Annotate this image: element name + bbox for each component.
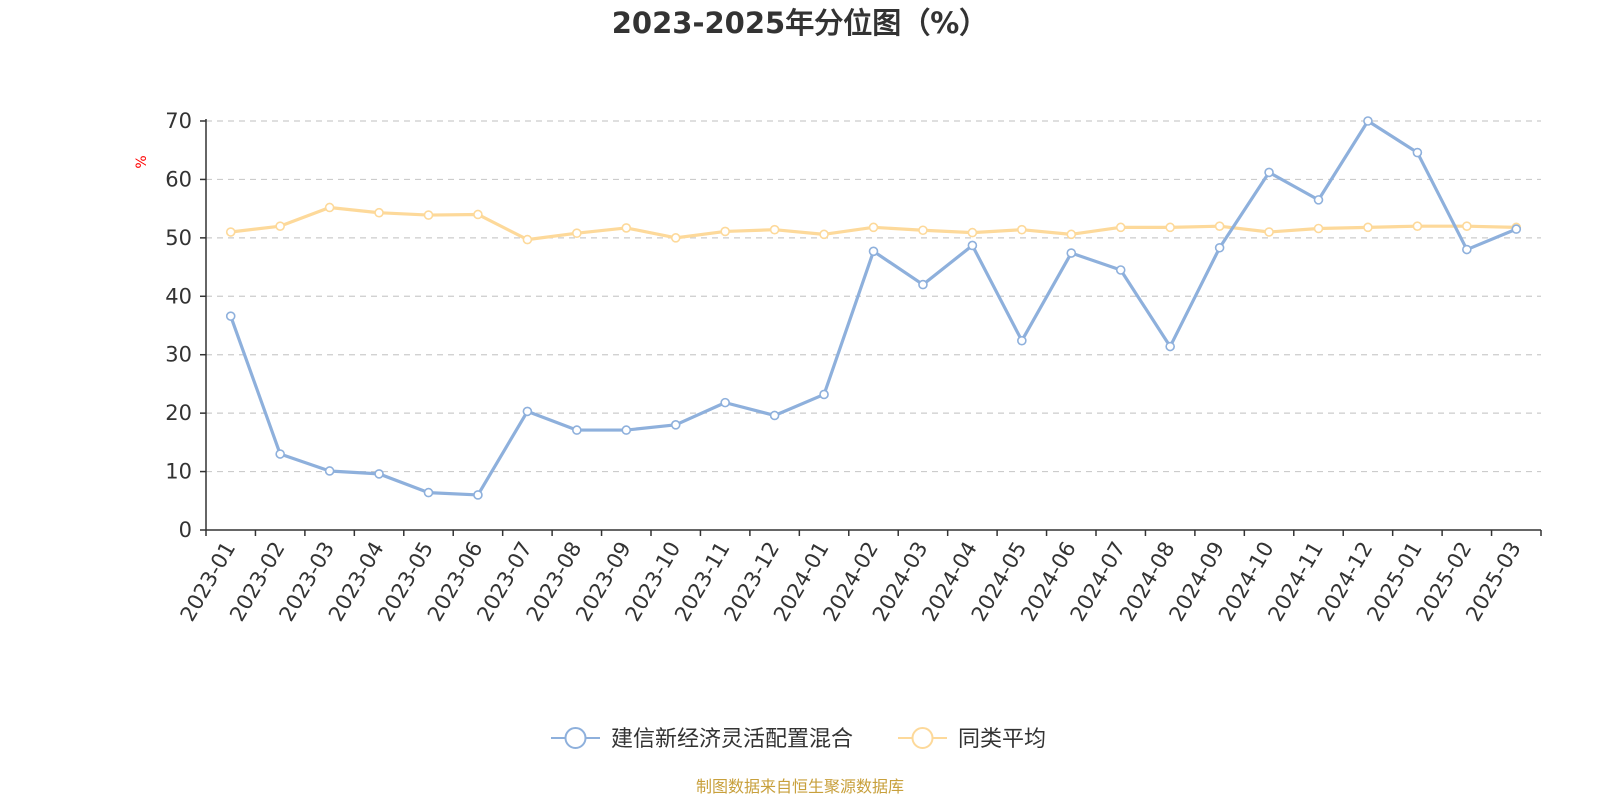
- data-point[interactable]: [1363, 116, 1373, 126]
- data-source-note: 制图数据来自恒生聚源数据库: [696, 777, 904, 796]
- series-line: [229, 119, 1518, 497]
- data-point[interactable]: [621, 425, 632, 435]
- data-point[interactable]: [918, 225, 928, 236]
- data-point[interactable]: [423, 487, 434, 498]
- data-point[interactable]: [670, 420, 681, 430]
- legend-item[interactable]: 同类平均: [898, 727, 1046, 752]
- axes: 0102030405060702023-012023-022023-032023…: [165, 109, 1542, 625]
- data-point[interactable]: [1511, 224, 1522, 234]
- data-point[interactable]: [1412, 147, 1423, 158]
- data-point[interactable]: [967, 227, 978, 238]
- data-point[interactable]: [225, 311, 236, 321]
- data-point[interactable]: [1115, 265, 1126, 275]
- data-point[interactable]: [918, 279, 928, 290]
- y-tick-label: 0: [179, 518, 192, 542]
- data-point[interactable]: [572, 228, 582, 238]
- data-point[interactable]: [1313, 195, 1324, 205]
- data-point[interactable]: [868, 246, 879, 257]
- data-point[interactable]: [868, 222, 879, 233]
- series-0: [225, 116, 1522, 500]
- data-point[interactable]: [1017, 224, 1027, 235]
- data-point[interactable]: [1313, 223, 1324, 234]
- legend-circle-marker: [911, 727, 934, 749]
- y-axis-unit-label: %: [134, 155, 150, 168]
- data-point[interactable]: [1412, 221, 1423, 231]
- data-point[interactable]: [1363, 222, 1373, 233]
- data-point[interactable]: [1214, 221, 1225, 231]
- legend-item[interactable]: 建信新经济灵活配置混合: [551, 727, 853, 752]
- data-point[interactable]: [720, 226, 730, 237]
- legend[interactable]: 建信新经济灵活配置混合 同类平均: [551, 727, 1046, 752]
- y-tick-label: 30: [165, 343, 192, 367]
- data-point[interactable]: [720, 397, 730, 408]
- data-point[interactable]: [275, 221, 285, 231]
- data-point[interactable]: [1017, 335, 1027, 346]
- y-tick-label: 40: [165, 284, 192, 308]
- data-point[interactable]: [473, 209, 483, 220]
- data-point[interactable]: [819, 229, 829, 240]
- data-point[interactable]: [275, 449, 285, 459]
- data-point[interactable]: [1066, 248, 1077, 258]
- data-point[interactable]: [324, 202, 335, 213]
- legend-label: 建信新经济灵活配置混合: [611, 727, 853, 752]
- data-point[interactable]: [769, 410, 780, 421]
- data-point[interactable]: [1066, 229, 1077, 240]
- series-lines: [225, 116, 1522, 500]
- data-point[interactable]: [324, 466, 335, 476]
- data-point[interactable]: [423, 210, 434, 220]
- y-tick-label: 10: [165, 460, 192, 484]
- data-point[interactable]: [374, 207, 384, 218]
- data-point[interactable]: [1115, 222, 1126, 233]
- data-point[interactable]: [522, 234, 533, 245]
- data-point[interactable]: [1165, 222, 1175, 233]
- data-point[interactable]: [670, 233, 681, 243]
- data-point[interactable]: [1462, 244, 1472, 255]
- data-point[interactable]: [621, 223, 632, 233]
- chart-title: 2023-2025年分位图（%）: [612, 6, 989, 40]
- y-tick-label: 20: [165, 401, 192, 425]
- data-point[interactable]: [819, 389, 829, 400]
- data-point[interactable]: [1214, 242, 1225, 253]
- data-point[interactable]: [1165, 341, 1175, 352]
- legend-circle-marker: [564, 727, 587, 749]
- data-point[interactable]: [1264, 167, 1274, 178]
- y-tick-label: 50: [165, 226, 192, 250]
- data-point[interactable]: [522, 406, 533, 417]
- data-point[interactable]: [769, 224, 780, 235]
- data-point[interactable]: [967, 240, 978, 251]
- legend-label: 同类平均: [958, 727, 1046, 752]
- data-point[interactable]: [225, 227, 236, 237]
- data-point[interactable]: [1462, 221, 1472, 231]
- series-1: [225, 202, 1522, 245]
- data-point[interactable]: [572, 425, 582, 435]
- y-tick-label: 70: [165, 109, 192, 133]
- grid-lines: [206, 120, 1541, 473]
- data-point[interactable]: [1264, 227, 1274, 237]
- y-tick-label: 60: [165, 167, 192, 191]
- data-point[interactable]: [374, 469, 384, 479]
- data-point[interactable]: [473, 490, 483, 500]
